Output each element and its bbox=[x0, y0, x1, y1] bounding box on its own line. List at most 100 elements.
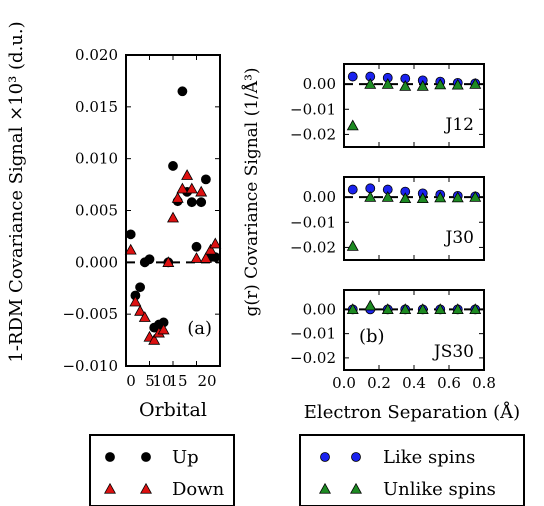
panel-b-point-like-spins bbox=[347, 71, 358, 82]
panel-a-xtick-label: 20 bbox=[197, 372, 216, 390]
panel-a-xtick-label: 5 bbox=[145, 372, 155, 390]
panel-a-ytick-label: −0.005 bbox=[62, 305, 118, 323]
panel-b-xtick-label: 0.6 bbox=[437, 374, 461, 392]
panel-a-point-down bbox=[167, 211, 179, 223]
panel-a-ytick-label: −0.010 bbox=[62, 357, 118, 375]
legend-marker bbox=[320, 452, 330, 462]
panel-a-point-up bbox=[144, 254, 155, 265]
panel-a-point-down bbox=[204, 243, 217, 255]
panel-a-point-down bbox=[209, 237, 222, 249]
panel-b-ylabel: g(r) Covariance Signal (1/Å³) bbox=[241, 67, 262, 316]
panel-a-ytick-label: 0.005 bbox=[75, 202, 118, 220]
panel-b-point-unlike-spins bbox=[381, 77, 394, 89]
panel-b-point-unlike-spins bbox=[451, 303, 464, 315]
legend-marker bbox=[350, 482, 362, 494]
panel-a-point-up bbox=[168, 161, 178, 171]
panel-a-point-down bbox=[199, 252, 212, 263]
legend-marker bbox=[105, 452, 115, 462]
panel-b-point-unlike-spins bbox=[416, 80, 429, 91]
panel-b-point-unlike-spins bbox=[364, 299, 377, 311]
panel-a-point-up bbox=[186, 197, 197, 208]
panel-a-point-up bbox=[200, 174, 211, 185]
panel-a-xtick-label: 0 bbox=[126, 372, 136, 390]
panel-b-point-unlike-spins bbox=[434, 191, 447, 203]
panel-b-point-unlike-spins bbox=[451, 191, 464, 203]
panel-a-ytick-label: 0.020 bbox=[75, 46, 118, 64]
legend-right: Like spins Unlike spins bbox=[299, 434, 525, 506]
panel-b-xtick-label: 0.0 bbox=[332, 374, 356, 392]
panel-b-point-unlike-spins bbox=[364, 190, 377, 202]
panel-a-xtick-label: 15 bbox=[168, 372, 187, 390]
panel-b-ytick-label: −0.02 bbox=[290, 238, 336, 256]
panel-b-point-unlike-spins bbox=[399, 192, 412, 204]
panel-b-point-unlike-spins bbox=[434, 303, 447, 315]
legend-label: Like spins bbox=[383, 447, 475, 468]
legend-label: Down bbox=[172, 479, 225, 500]
legend-marker bbox=[140, 482, 152, 494]
panel-b-xlabel: Electron Separation (Å) bbox=[304, 401, 520, 423]
panel-b-point-unlike-spins bbox=[399, 303, 412, 315]
panel-a-point-down bbox=[190, 252, 203, 263]
legend-marker bbox=[141, 452, 151, 462]
panel-b-point-unlike-spins bbox=[381, 190, 394, 202]
panel-a-point-down bbox=[124, 243, 137, 255]
panel-a-point-down bbox=[171, 191, 184, 203]
panel-a-point-down bbox=[129, 295, 142, 307]
panel-a-ytick-label: 0.000 bbox=[75, 253, 118, 271]
panel-b-subplot-name: J30 bbox=[444, 228, 474, 248]
panel-b-point-unlike-spins bbox=[434, 78, 447, 90]
panel-b-subplot-j30: 0.00 −0.01 −0.02 J30 bbox=[290, 176, 485, 261]
panel-b-point-unlike-spins bbox=[451, 78, 464, 90]
panel-b-point-like-spins bbox=[347, 184, 358, 195]
panel-a-point-up bbox=[196, 197, 207, 208]
panel-a-label: (a) bbox=[187, 318, 212, 339]
panel-a-point-down bbox=[176, 182, 189, 194]
panel-b-point-unlike-spins bbox=[346, 303, 359, 315]
panel-b-point-unlike-spins bbox=[416, 192, 429, 204]
panel-a-point-up bbox=[125, 229, 136, 240]
panel-b-xtick-label: 0.8 bbox=[472, 374, 496, 392]
panel-a-point-down bbox=[157, 323, 170, 335]
panel-b-point-unlike-spins bbox=[469, 190, 482, 202]
panel-a-point-down bbox=[162, 256, 175, 267]
legend-label: Unlike spins bbox=[383, 479, 496, 500]
panel-a-point-up bbox=[135, 282, 146, 293]
panel-b-ytick-label: −0.02 bbox=[290, 125, 336, 143]
panel-a-ytick-label: 0.015 bbox=[75, 98, 118, 116]
panel-a-point-down bbox=[134, 304, 147, 316]
panel-b-point-unlike-spins bbox=[364, 77, 377, 89]
panel-a-xtick-label: 10 bbox=[152, 372, 171, 390]
panel-b-subplot-js30: 0.00 −0.01 −0.02 JS30 bbox=[290, 289, 485, 371]
legend-label: Up bbox=[172, 447, 199, 468]
panel-a-point-up bbox=[191, 241, 202, 252]
panel-b-ytick-label: −0.01 bbox=[290, 100, 336, 118]
panel-a-ylabel: 1-RDM Covariance Signal ×10³ (d.u.) bbox=[6, 21, 27, 362]
panel-b-point-unlike-spins bbox=[346, 119, 359, 131]
panel-b-point-unlike-spins bbox=[346, 240, 359, 251]
panel-a-point-down bbox=[138, 311, 151, 322]
legend-marker bbox=[319, 482, 331, 494]
panel-b-point-unlike-spins bbox=[469, 77, 482, 89]
panel-b-point-unlike-spins bbox=[381, 303, 394, 315]
panel-a-point-down bbox=[195, 185, 208, 197]
legend-marker bbox=[104, 482, 116, 494]
panel-b-point-unlike-spins bbox=[469, 303, 482, 315]
panel-b-subplot-j12: 0.00 −0.01 −0.02 J12 bbox=[290, 63, 485, 148]
panel-a-point-down bbox=[148, 333, 161, 345]
panel-b-ytick-label: 0.00 bbox=[303, 188, 336, 206]
panel-b-ytick-label: 0.00 bbox=[303, 300, 336, 318]
panel-b-label: (b) bbox=[359, 326, 385, 347]
panel-a-xlabel: Orbital bbox=[139, 399, 207, 421]
panel-b-xtick-label: 0.4 bbox=[402, 374, 426, 392]
panel-a-ytick-label: 0.010 bbox=[75, 150, 118, 168]
panel-b-subplot-name: J12 bbox=[444, 115, 474, 135]
panel-b: 0.00 −0.01 −0.02 J12 0.00 −0.01 −0.02 J30 0.00 −0… bbox=[241, 63, 520, 423]
legend-left: Up Down bbox=[89, 434, 235, 506]
panel-b-ytick-label: −0.01 bbox=[290, 325, 336, 343]
panel-b-point-unlike-spins bbox=[399, 80, 412, 91]
panel-b-xtick-label: 0.2 bbox=[367, 374, 391, 392]
panel-a-point-down bbox=[185, 182, 198, 194]
legend-right-frame bbox=[299, 434, 525, 506]
